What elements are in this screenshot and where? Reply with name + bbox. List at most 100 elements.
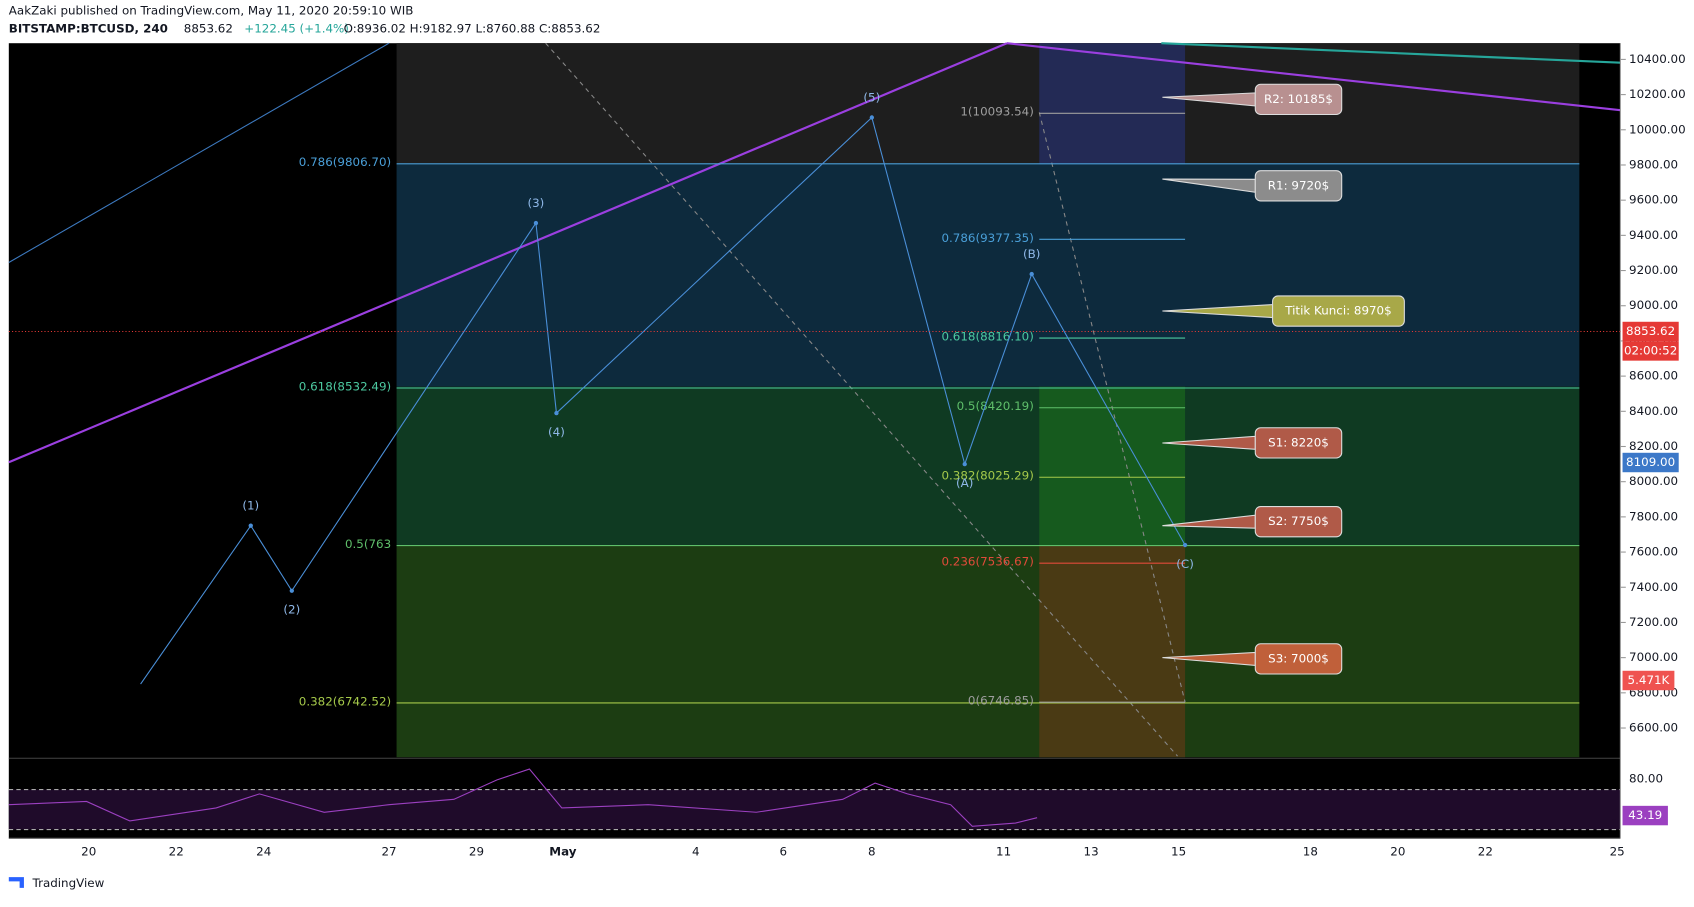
callout-box <box>1272 295 1405 327</box>
wave-point <box>1182 542 1188 548</box>
symbol: BITSTAMP:BTCUSD, 240 <box>9 22 168 36</box>
date-tick-label: 8 <box>868 845 876 859</box>
wave-label: (B) <box>1023 247 1040 261</box>
price-tick-label: 9200.00 <box>1629 263 1678 277</box>
trend-line <box>1006 42 1621 112</box>
footer-brand: TradingView <box>32 876 105 890</box>
change: +122.45 (+1.4%) <box>244 22 349 36</box>
zone-proj-mid <box>1039 386 1186 546</box>
date-tick-label: 6 <box>779 845 787 859</box>
wave-point <box>554 410 559 416</box>
callout-label: R1: 9720$ <box>1268 178 1329 192</box>
zone-proj-top <box>1039 43 1186 165</box>
rsi-tag <box>1622 805 1668 826</box>
wave-point <box>1029 271 1034 277</box>
price-tick-label: 9600.00 <box>1629 193 1678 207</box>
wave-point <box>869 115 875 120</box>
date-tick-label: 29 <box>469 845 484 859</box>
zone-olive <box>396 545 1580 758</box>
ohlc: O:8936.02 H:9182.97 L:8760.88 C:8853.62 <box>344 22 601 36</box>
fib-label: 0.786(9806.70) <box>299 155 391 169</box>
date-tick-label: 18 <box>1303 845 1318 859</box>
wave-label: (5) <box>863 91 880 105</box>
fib-label: 1(10093.54) <box>960 105 1033 119</box>
price-tick-label: 10200.00 <box>1629 87 1686 101</box>
fib-label: 0.382(6742.52) <box>299 694 391 708</box>
rsi-line <box>8 768 1038 827</box>
price-tag-label: 8109.00 <box>1626 455 1675 469</box>
date-tick-label: 11 <box>996 845 1011 859</box>
callout-label: Titik Kunci: 8970$ <box>1284 304 1391 318</box>
date-tick-label: 15 <box>1171 845 1186 859</box>
last-price: 8853.62 <box>184 22 233 36</box>
trend-line <box>8 42 390 263</box>
countdown: 02:00:52 <box>1624 343 1677 357</box>
wave-point <box>533 220 539 226</box>
callout-box <box>1254 83 1343 116</box>
wave-label: (A) <box>956 476 973 490</box>
callout-box <box>1254 643 1343 675</box>
fib-label: 0(6746.85) <box>968 694 1034 708</box>
fib-label: 0.618(8532.49) <box>299 379 391 393</box>
date-tick-label: 13 <box>1084 845 1099 859</box>
date-tick-label: 4 <box>692 845 700 859</box>
callout-label: S1: 8220$ <box>1268 435 1329 449</box>
price-tick-label: 9800.00 <box>1629 157 1678 171</box>
price-tick-label: 7400.00 <box>1629 580 1678 594</box>
rsi-band <box>8 789 1621 830</box>
fib-label: 0.236(7536.67) <box>941 555 1033 569</box>
rsi-tag-label: 43.19 <box>1628 808 1662 822</box>
date-tick-label: 24 <box>256 845 271 859</box>
date-tick-label: 20 <box>81 845 96 859</box>
date-tick-label: 22 <box>1478 845 1493 859</box>
price-tag <box>1622 452 1679 473</box>
date-tick-label: 25 <box>1610 845 1625 859</box>
wave-label: (3) <box>528 196 545 210</box>
price-tick-label: 9400.00 <box>1629 228 1678 242</box>
callout-label: R2: 10185$ <box>1264 92 1333 106</box>
price-tick-label: 10000.00 <box>1629 122 1686 136</box>
wave-label: (2) <box>283 603 300 617</box>
callout-label: S2: 7750$ <box>1268 514 1329 528</box>
trend-line <box>8 42 1008 464</box>
callout-box <box>1254 170 1343 202</box>
countdown-tag <box>1622 341 1679 361</box>
rsi-tick-label: 80.00 <box>1629 771 1663 785</box>
volume-tag-label: 5.471K <box>1628 673 1671 687</box>
price-tag <box>1622 321 1679 342</box>
wave-label: (4) <box>548 425 565 439</box>
date-tick-label: 27 <box>381 845 396 859</box>
price-tick-label: 9000.00 <box>1629 298 1678 312</box>
wave-label: (1) <box>242 499 259 513</box>
callout-box <box>1254 427 1343 459</box>
price-tick-label: 8000.00 <box>1629 474 1678 488</box>
price-tick-label: 7600.00 <box>1629 545 1678 559</box>
price-tick-label: 7200.00 <box>1629 615 1678 629</box>
fib-label: 0.5(8420.19) <box>957 399 1034 413</box>
price-tick-label: 7800.00 <box>1629 509 1678 523</box>
footer-logo <box>8 877 24 888</box>
zone-green <box>396 386 1580 546</box>
zone-blue <box>396 164 1580 387</box>
author-line: AakZaki published on TradingView.com, Ma… <box>9 3 414 17</box>
trend-line <box>1161 42 1621 64</box>
wave-point <box>248 523 253 528</box>
zone-gray <box>396 43 1580 165</box>
callout-label: S3: 7000$ <box>1268 651 1329 665</box>
date-tick-label: May <box>549 845 576 859</box>
zone-proj-bottom <box>1039 545 1186 758</box>
price-tick-label: 7000.00 <box>1629 650 1678 664</box>
price-tick-label: 8200.00 <box>1629 439 1678 453</box>
wave-point <box>289 588 294 593</box>
wave-label: (C) <box>1176 557 1194 571</box>
price-tag-label: 8853.62 <box>1626 324 1675 338</box>
callout-box <box>1254 506 1343 538</box>
date-tick-label: 20 <box>1390 845 1405 859</box>
fib-label: 0.786(9377.35) <box>941 231 1033 245</box>
wave-point <box>962 461 967 467</box>
date-tick-label: 22 <box>169 845 184 859</box>
price-tick-label: 10400.00 <box>1629 52 1686 66</box>
fib-label: 0.382(8025.29) <box>941 469 1033 483</box>
